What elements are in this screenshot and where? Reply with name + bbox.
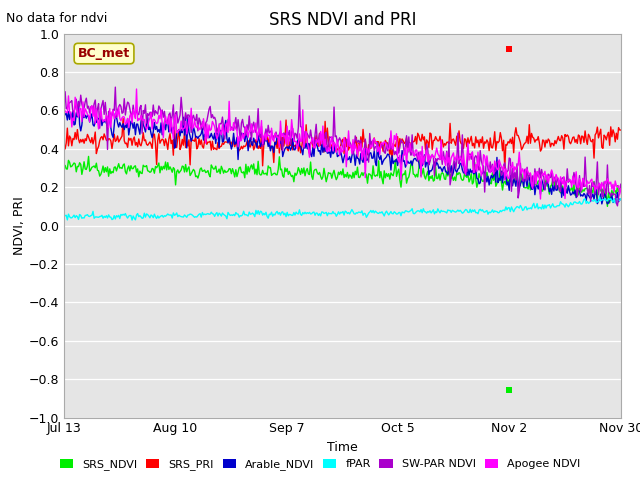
Point bbox=[504, 45, 515, 53]
Legend: SRS_NDVI, SRS_PRI, Arable_NDVI, fPAR, SW-PAR NDVI, Apogee NDVI: SRS_NDVI, SRS_PRI, Arable_NDVI, fPAR, SW… bbox=[56, 454, 584, 474]
Y-axis label: NDVI, PRI: NDVI, PRI bbox=[13, 196, 26, 255]
Text: No data for ndvi: No data for ndvi bbox=[6, 12, 108, 25]
X-axis label: Time: Time bbox=[327, 441, 358, 454]
Text: BC_met: BC_met bbox=[78, 47, 130, 60]
Title: SRS NDVI and PRI: SRS NDVI and PRI bbox=[269, 11, 416, 29]
Point bbox=[504, 386, 515, 394]
